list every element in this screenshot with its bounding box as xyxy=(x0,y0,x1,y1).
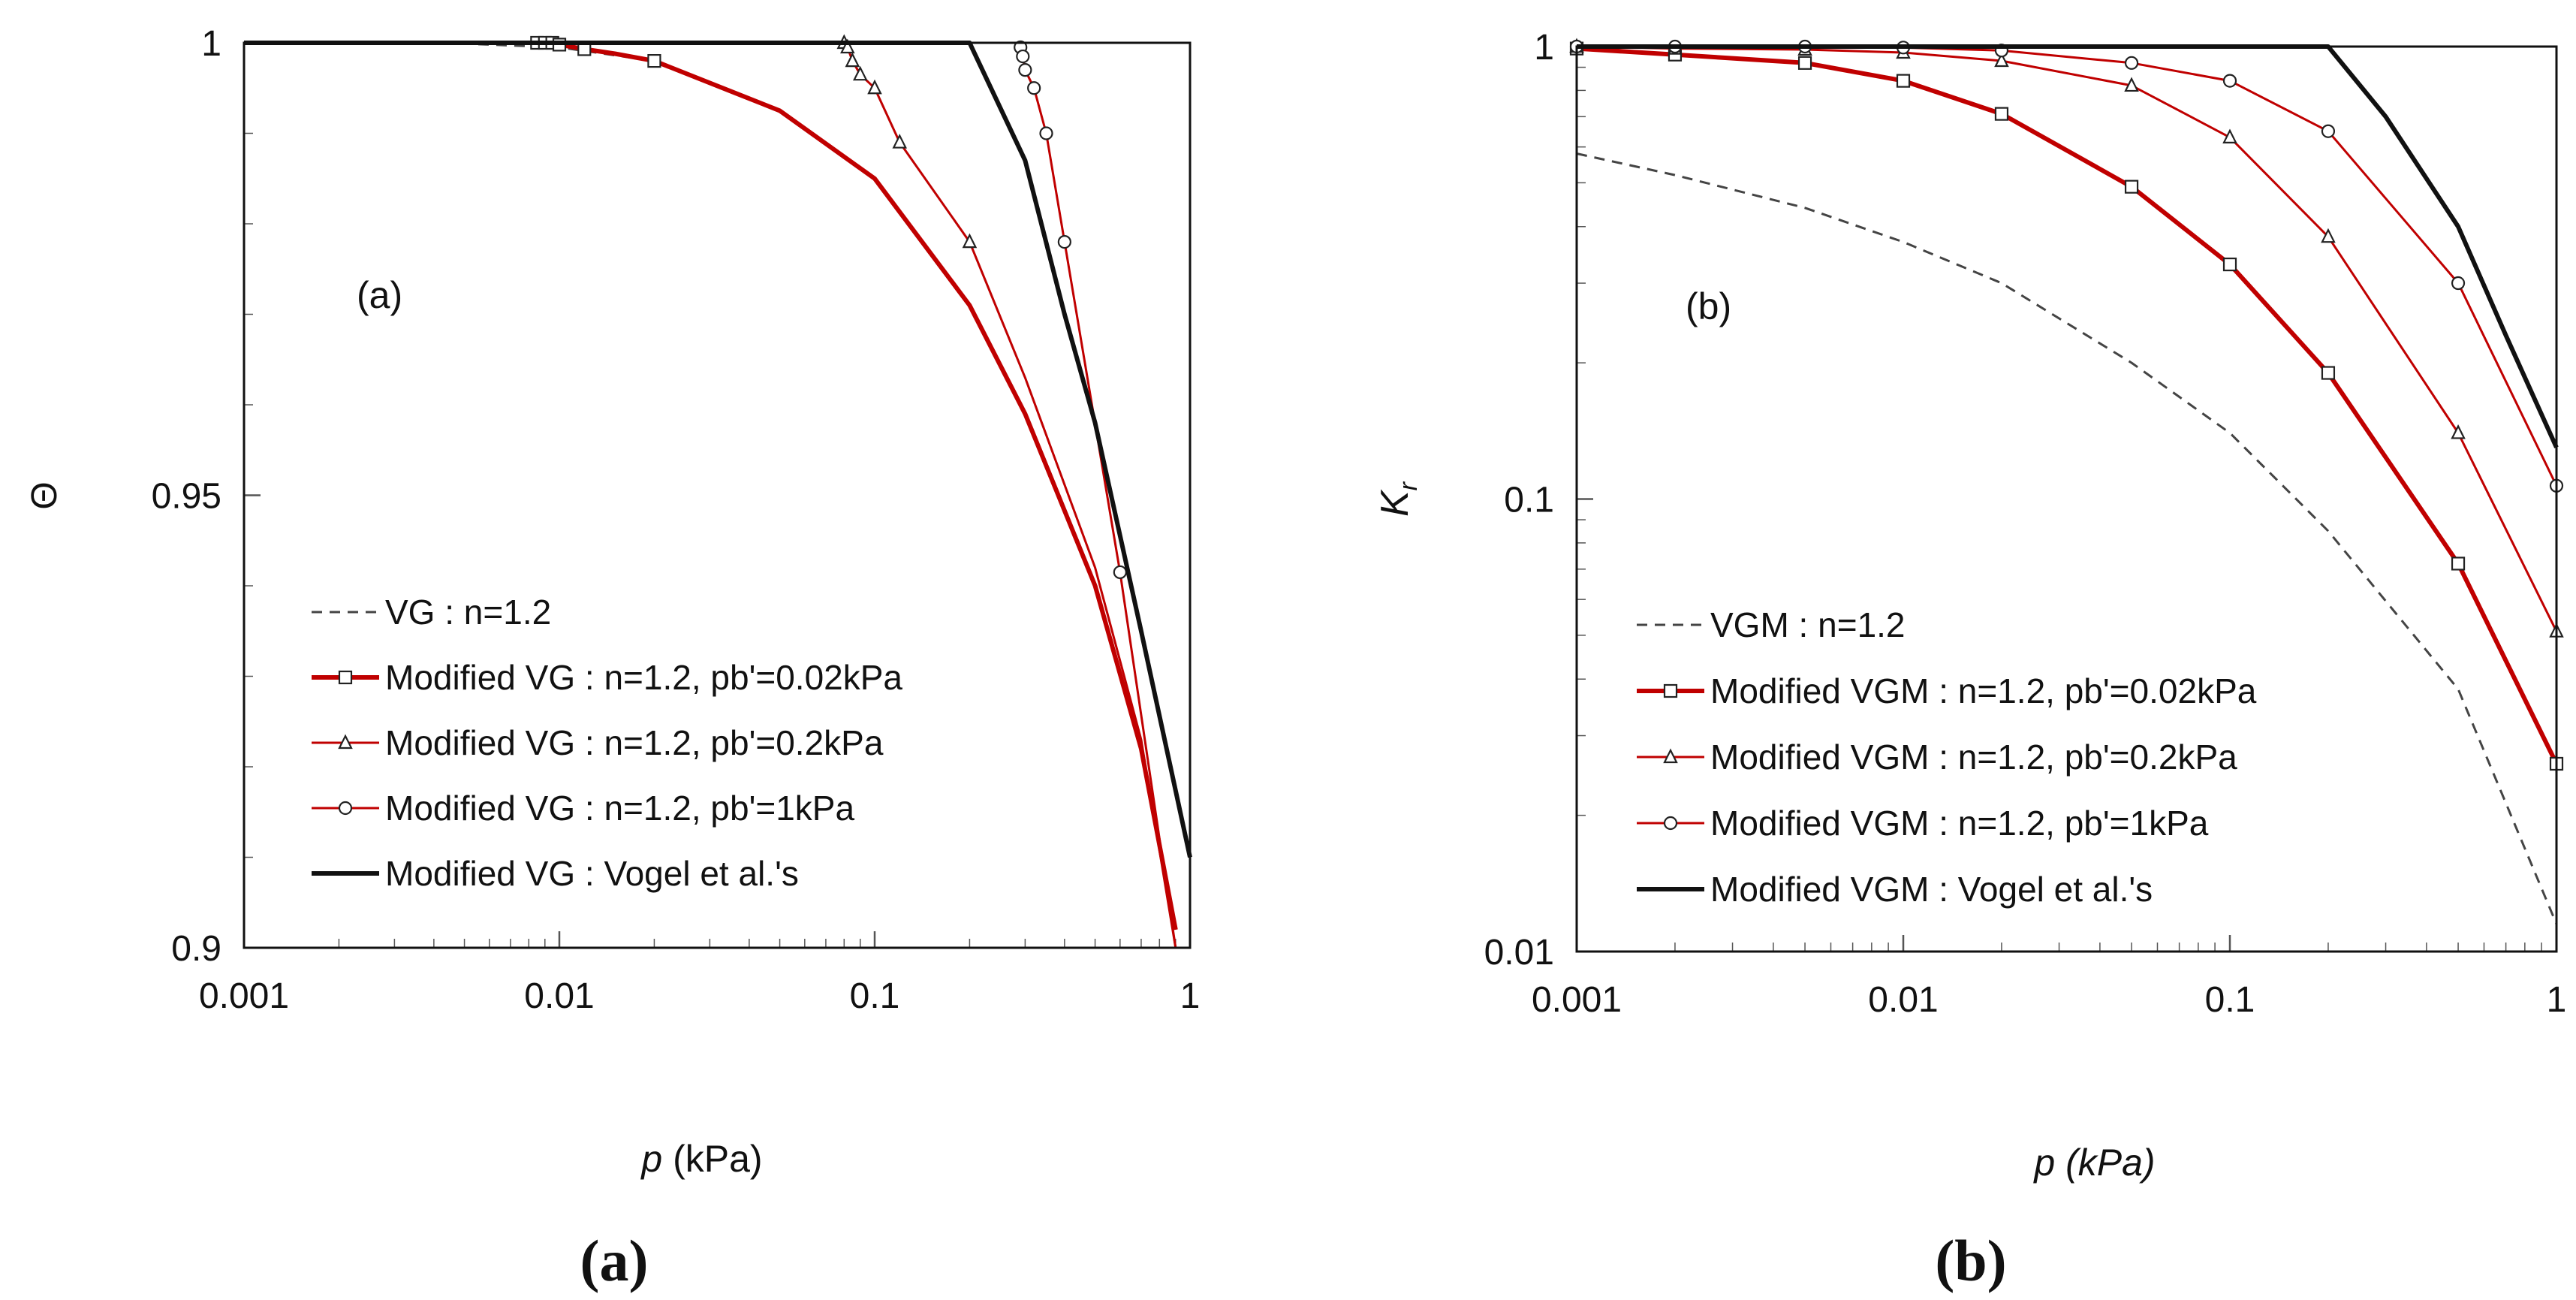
data-point-triangle xyxy=(962,233,978,249)
data-point-circle xyxy=(1113,565,1127,580)
panel-b-x-axis-label: p (kPa) xyxy=(2032,1142,2155,1184)
legend-marker-circle xyxy=(1663,816,1678,831)
data-point-triangle xyxy=(853,65,868,81)
legend-label: Modified VGM : Vogel et al.'s xyxy=(1710,870,2153,909)
panel-a-chart: 0.001 0.01 0.1 1 0.9 0.95 1 (a) Θ p (kPa) VG :… xyxy=(25,24,1200,1180)
data-point-triangle xyxy=(2222,128,2237,143)
data-point-circle xyxy=(1057,235,1071,249)
legend-item: VGM : n=1.2 xyxy=(1637,605,1906,644)
series-b-0 xyxy=(1576,152,2558,924)
legend-label: Modified VG : n=1.2, pb'=1kPa xyxy=(385,789,854,828)
panel-b-legend: VGM : n=1.2 Modified VGM : n=1.2, pb'=0.0… xyxy=(1637,605,2257,909)
data-point-triangle xyxy=(2321,228,2336,243)
x-tick-label: 0.01 xyxy=(524,976,594,1016)
panel-a-caption: (a) xyxy=(580,1228,649,1293)
panel-b-plot-frame xyxy=(1575,45,2558,953)
legend-label: VG : n=1.2 xyxy=(385,593,551,632)
data-point-triangle xyxy=(1994,52,2009,68)
panel-b-y-axis-label-sub: r xyxy=(1394,481,1423,490)
legend-item: Modified VG : n=1.2, pb'=0.2kPa xyxy=(312,723,884,762)
data-point-square xyxy=(2321,366,2336,380)
x-tick-label: 0.1 xyxy=(2205,980,2255,1020)
series-line xyxy=(1576,46,2559,765)
x-tick-label: 0.001 xyxy=(1532,980,1622,1020)
panel-b-y-axis-label: Kr xyxy=(1373,481,1423,517)
x-tick-label: 0.1 xyxy=(850,976,900,1016)
panel-a-x-axis-label-unit: (kPa) xyxy=(662,1138,762,1180)
legend-label: Modified VG : n=1.2, pb'=0.02kPa xyxy=(385,658,902,697)
legend-label: Modified VGM : n=1.2, pb'=0.2kPa xyxy=(1710,737,2237,777)
data-point-square xyxy=(1994,107,2009,121)
panel-a-tick-labels: 0.001 0.01 0.1 1 0.9 0.95 1 xyxy=(152,24,1201,1016)
data-point-square xyxy=(1896,74,1911,88)
legend-item: Modified VG : n=1.2, pb'=0.02kPa xyxy=(312,658,902,697)
data-point-circle xyxy=(1016,49,1030,64)
data-point-square xyxy=(1797,56,1812,70)
data-point-square xyxy=(2451,556,2466,571)
panel-b-series-group xyxy=(1569,38,2564,924)
data-point-triangle xyxy=(867,79,882,95)
legend-item: Modified VGM : n=1.2, pb'=0.02kPa xyxy=(1637,671,2257,710)
data-point-square xyxy=(2222,257,2237,272)
data-point-circle xyxy=(1027,81,1041,95)
legend-marker-square xyxy=(1663,683,1678,698)
panel-a-plot-frame xyxy=(243,41,1192,949)
legend-marker-triangle xyxy=(338,734,353,750)
y-tick-label: 0.1 xyxy=(1504,481,1554,520)
panel-a-y-axis-label: Θ xyxy=(25,481,65,509)
legend-label: Modified VGM : n=1.2, pb'=0.02kPa xyxy=(1710,671,2257,710)
data-point-circle xyxy=(2222,74,2237,88)
data-point-circle xyxy=(2124,56,2139,70)
data-point-circle xyxy=(1039,126,1053,140)
panel-b-minor-ticks xyxy=(1575,66,2542,953)
legend-item: VG : n=1.2 xyxy=(312,593,551,632)
legend-item: Modified VG : Vogel et al.'s xyxy=(312,854,799,893)
y-tick-label: 0.9 xyxy=(171,929,221,969)
data-point-circle xyxy=(1018,63,1032,77)
y-tick-label: 1 xyxy=(1534,28,1554,68)
x-tick-label: 0.001 xyxy=(199,976,289,1016)
legend-marker-circle xyxy=(338,801,353,816)
panel-a-inset-label: (a) xyxy=(357,274,402,316)
panel-b-chart: 0.001 0.01 0.1 1 0.01 0.1 1 (b) Kr p (kPa) VGM… xyxy=(1373,28,2566,1184)
data-point-triangle xyxy=(840,38,855,54)
data-point-circle xyxy=(2451,276,2466,291)
legend-item: Modified VGM : n=1.2, pb'=1kPa xyxy=(1637,804,2209,843)
data-point-triangle xyxy=(2124,77,2139,92)
series-line xyxy=(1576,45,2558,632)
x-tick-label: 1 xyxy=(1180,976,1201,1016)
legend-item: Modified VGM : Vogel et al.'s xyxy=(1637,870,2153,909)
panel-a-x-axis-label: p (kPa) xyxy=(640,1138,762,1180)
legend-marker-triangle xyxy=(1663,748,1678,764)
legend-item: Modified VG : n=1.2, pb'=1kPa xyxy=(312,789,854,828)
data-point-triangle xyxy=(892,134,908,149)
legend-label: Modified VGM : n=1.2, pb'=1kPa xyxy=(1710,804,2209,843)
data-point-triangle xyxy=(2451,424,2466,439)
data-point-circle xyxy=(2321,124,2336,138)
y-tick-label: 0.95 xyxy=(152,477,221,517)
x-tick-label: 1 xyxy=(2547,980,2567,1020)
legend-label: Modified VG : n=1.2, pb'=0.2kPa xyxy=(385,723,884,762)
series-line xyxy=(1576,152,2558,924)
panel-b-y-axis-label-main: K xyxy=(1373,489,1417,517)
legend-marker-square xyxy=(338,670,353,685)
panel-a-x-axis-label-var: p xyxy=(640,1138,662,1180)
legend-label: VGM : n=1.2 xyxy=(1710,605,1906,644)
y-tick-label: 0.01 xyxy=(1484,933,1554,973)
data-point-triangle xyxy=(845,52,860,68)
legend-label: Modified VG : Vogel et al.'s xyxy=(385,854,799,893)
panel-b-x-axis-label-text: p (kPa) xyxy=(2032,1142,2155,1184)
y-tick-label: 1 xyxy=(201,24,221,64)
legend-item: Modified VGM : n=1.2, pb'=0.2kPa xyxy=(1637,737,2237,777)
panel-b-inset-label: (b) xyxy=(1686,285,1731,327)
x-tick-label: 0.01 xyxy=(1868,980,1938,1020)
panel-a-legend: VG : n=1.2 Modified VG : n=1.2, pb'=0.02k… xyxy=(312,593,902,893)
data-point-square xyxy=(647,53,661,68)
panel-b-tick-labels: 0.001 0.01 0.1 1 0.01 0.1 1 xyxy=(1484,28,2567,1020)
panel-b-caption: (b) xyxy=(1935,1228,2006,1293)
data-point-square xyxy=(2124,179,2139,194)
